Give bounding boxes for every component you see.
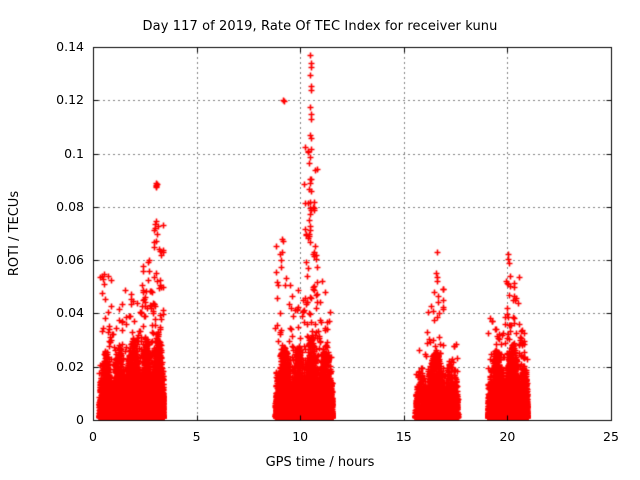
x-tick-label: 20: [499, 429, 516, 444]
x-tick-label: 15: [395, 429, 412, 444]
x-tick-label: 10: [292, 429, 309, 444]
y-axis-label: ROTI / TECUs: [7, 190, 23, 277]
y-tick-label: 0.06: [56, 252, 84, 268]
y-tick-label: 0.08: [56, 198, 84, 214]
x-axis-label: GPS time / hours: [265, 455, 375, 470]
y-tick-label: 0.04: [56, 305, 84, 321]
y-tick-label: 0.12: [56, 92, 84, 108]
x-tick-label: 0: [89, 429, 97, 444]
y-tick-label: 0.14: [56, 39, 84, 54]
y-tick-label: 0: [76, 412, 84, 427]
y-axis-label-container: ROTI / TECUs: [4, 47, 26, 420]
x-tick-label: 25: [603, 429, 619, 444]
y-tick-label: 0.1: [64, 145, 84, 161]
x-tick-label: 5: [192, 429, 201, 444]
y-tick-label: 0.02: [56, 358, 84, 374]
